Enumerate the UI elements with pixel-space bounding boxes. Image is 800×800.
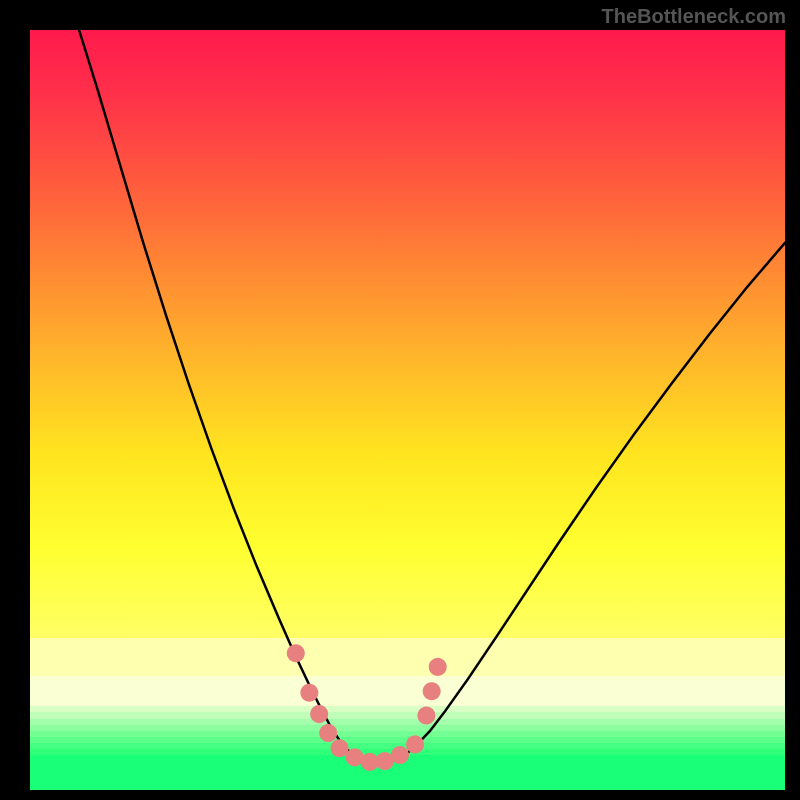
plot-area xyxy=(30,30,785,790)
watermark-text: TheBottleneck.com xyxy=(602,6,786,29)
chart-bottom-stripes xyxy=(30,638,785,790)
stripe xyxy=(30,676,785,706)
stripe xyxy=(30,638,785,676)
stripe xyxy=(30,755,785,790)
chart-background-gradient xyxy=(30,30,785,638)
